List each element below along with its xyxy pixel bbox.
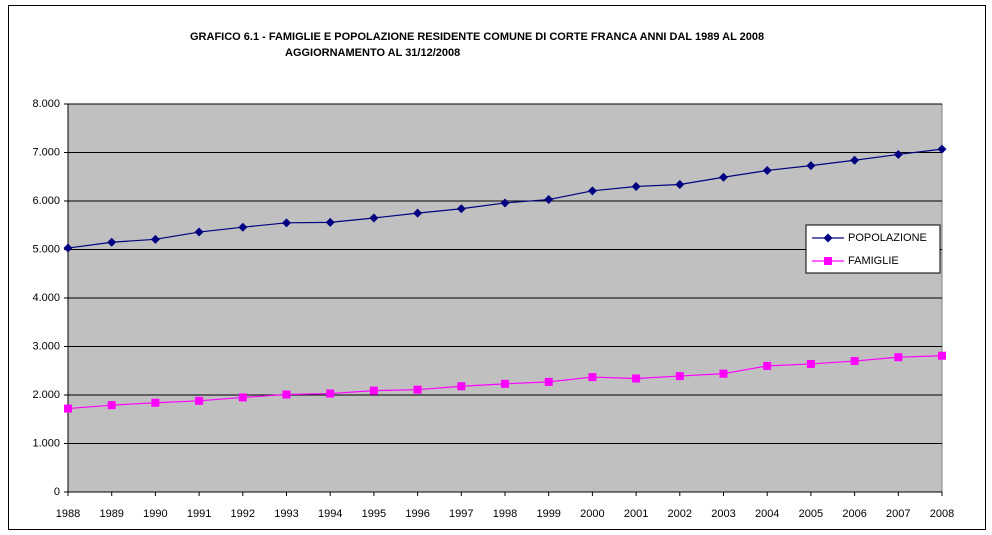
marker [151, 398, 160, 407]
marker [806, 359, 815, 368]
y-tick-label: 5.000 [32, 243, 60, 255]
marker [500, 198, 510, 208]
marker [238, 222, 248, 232]
x-tick-label: 2000 [580, 508, 604, 520]
marker [326, 389, 335, 398]
marker [64, 404, 72, 413]
x-tick-label: 1991 [187, 508, 211, 520]
x-tick-label: 1988 [56, 508, 80, 520]
marker [369, 213, 379, 223]
marker [107, 237, 117, 247]
marker [413, 208, 423, 218]
marker [675, 372, 684, 381]
marker [456, 204, 466, 214]
marker [675, 180, 685, 190]
x-tick-label: 2007 [886, 508, 910, 520]
marker [631, 181, 641, 191]
marker [719, 369, 728, 378]
x-tick-label: 1994 [318, 508, 342, 520]
x-tick-label: 1997 [449, 508, 473, 520]
marker [544, 377, 553, 386]
marker [824, 257, 832, 265]
marker [501, 379, 509, 388]
x-tick-label: 1996 [405, 508, 429, 520]
legend-label: POPOLAZIONE [848, 232, 927, 244]
y-tick-label: 3.000 [32, 340, 60, 352]
x-tick-label: 1993 [274, 508, 298, 520]
marker [282, 218, 291, 228]
marker [369, 386, 378, 395]
x-tick-label: 1998 [493, 508, 517, 520]
marker [150, 234, 160, 244]
x-tick-label: 2003 [711, 508, 735, 520]
marker [107, 401, 116, 410]
marker [282, 390, 291, 399]
x-tick-label: 1989 [99, 508, 123, 520]
marker [938, 351, 946, 360]
x-tick-label: 2004 [755, 508, 779, 520]
y-tick-label: 8.000 [32, 98, 60, 110]
x-tick-label: 2002 [668, 508, 692, 520]
marker [195, 396, 204, 405]
marker [63, 243, 73, 253]
marker [937, 144, 947, 154]
y-tick-label: 7.000 [32, 146, 60, 158]
marker [893, 149, 903, 159]
y-tick-label: 1.000 [32, 437, 60, 449]
marker [194, 227, 204, 237]
chart-subtitle: AGGIORNAMENTO AL 31/12/2008 [285, 47, 460, 59]
marker [457, 382, 466, 391]
chart-title: GRAFICO 6.1 - FAMIGLIE E POPOLAZIONE RES… [190, 31, 764, 43]
marker [587, 186, 597, 196]
x-tick-label: 2006 [842, 508, 866, 520]
marker [719, 172, 728, 182]
marker [806, 161, 816, 171]
x-tick-label: 1992 [231, 508, 255, 520]
marker [238, 393, 247, 402]
y-tick-label: 0 [54, 486, 60, 498]
x-tick-label: 2008 [930, 508, 954, 520]
marker [413, 385, 422, 394]
marker [850, 357, 859, 366]
x-tick-label: 1995 [362, 508, 386, 520]
y-tick-label: 4.000 [32, 292, 60, 304]
marker [762, 165, 772, 175]
marker [544, 195, 554, 205]
marker [632, 374, 641, 383]
marker [763, 361, 772, 370]
y-tick-label: 2.000 [32, 389, 60, 401]
y-tick-label: 6.000 [32, 195, 60, 207]
x-tick-label: 2001 [624, 508, 648, 520]
x-tick-label: 2005 [799, 508, 823, 520]
marker [823, 233, 833, 243]
marker [850, 155, 860, 165]
marker [588, 373, 597, 382]
marker [325, 217, 335, 227]
x-tick-label: 1999 [536, 508, 560, 520]
legend-label: FAMIGLIE [848, 255, 899, 267]
x-tick-label: 1990 [143, 508, 167, 520]
marker [894, 353, 903, 362]
